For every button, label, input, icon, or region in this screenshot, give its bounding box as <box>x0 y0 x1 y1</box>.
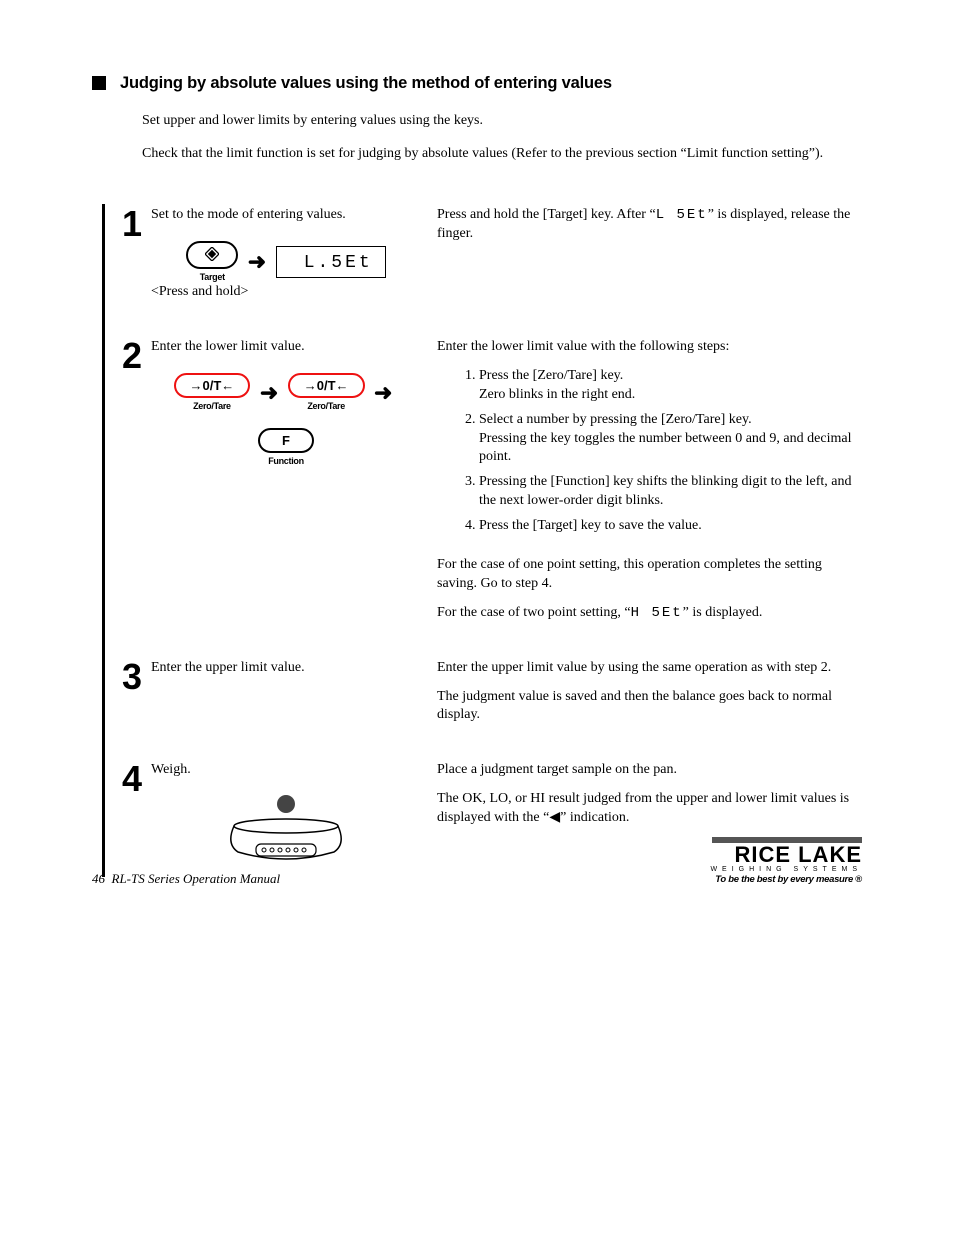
step-4-left-title: Weigh. <box>151 761 421 780</box>
step-1-figure: Target ➜ L.5Et <box>151 241 421 283</box>
step-4-right-2: The OK, LO, or HI result judged from the… <box>437 790 862 828</box>
lset-seg: L 5Et <box>656 207 708 223</box>
step-2-left: Enter the lower limit value. →0/T← Zero/… <box>151 338 431 467</box>
lcd-display: L.5Et <box>276 246 386 278</box>
step-4-right-2b: ” indication. <box>560 810 629 825</box>
step-3-right: Enter the upper limit value by using the… <box>431 659 862 736</box>
step-2-right-intro: Enter the lower limit value with the fol… <box>437 338 862 357</box>
zero-tare-label-1: Zero/Tare <box>193 400 231 412</box>
logo-name: RICE LAKE <box>710 845 862 865</box>
substep-1: Press the [Zero/Tare] key. Zero blinks i… <box>479 367 862 405</box>
step-4-right-1: Place a judgment target sample on the pa… <box>437 761 862 780</box>
hset-seg: H 5Et <box>631 605 683 621</box>
step-2: 2 Enter the lower limit value. →0/T← Zer… <box>105 336 862 633</box>
substep-3: Pressing the [Function] key shifts the b… <box>479 473 862 511</box>
zero-tare-button-2: →0/T← <box>288 373 365 398</box>
substep-1b: Zero blinks in the right end. <box>479 387 635 402</box>
step-2-left-title: Enter the lower limit value. <box>151 338 421 357</box>
target-icon <box>205 247 219 261</box>
intro-para-1: Set upper and lower limits by entering v… <box>142 112 862 131</box>
step-4-right-2a: The OK, LO, or HI result judged from the… <box>437 791 849 825</box>
substep-2a: Select a number by pressing the [Zero/Ta… <box>479 412 752 427</box>
press-hold-note: <Press and hold> <box>151 283 421 302</box>
footer-logo: RICE LAKE WEIGHING SYSTEMS To be the bes… <box>710 837 862 887</box>
step-2-figure: →0/T← Zero/Tare ➜ →0/T← Zero/Tare ➜ F Fu… <box>151 373 421 467</box>
logo-subtitle: WEIGHING SYSTEMS <box>710 865 862 874</box>
page-footer: 46 RL-TS Series Operation Manual RICE LA… <box>92 837 862 887</box>
step-3: 3 Enter the upper limit value. Enter the… <box>105 657 862 736</box>
step-1: 1 Set to the mode of entering values. Ta… <box>105 204 862 312</box>
substep-4: Press the [Target] key to save the value… <box>479 517 862 536</box>
step-1-left-title: Set to the mode of entering values. <box>151 206 421 225</box>
step-4-number: 4 <box>105 761 151 797</box>
step-2-after-2b: ” is displayed. <box>683 605 763 620</box>
step-2-after-1: For the case of one point setting, this … <box>437 556 862 594</box>
step-3-left: Enter the upper limit value. <box>151 659 431 688</box>
substep-2: Select a number by pressing the [Zero/Ta… <box>479 411 862 468</box>
arrow-icon: ➜ <box>254 378 284 408</box>
arrow-icon: ➜ <box>368 378 398 408</box>
steps-container: 1 Set to the mode of entering values. Ta… <box>102 204 862 877</box>
step-2-number: 2 <box>105 338 151 374</box>
intro-para-2: Check that the limit function is set for… <box>142 145 862 164</box>
step-1-right-text: Press and hold the [Target] key. After “… <box>437 206 862 244</box>
step-1-left: Set to the mode of entering values. Targ… <box>151 206 431 312</box>
target-label: Target <box>200 271 225 283</box>
step-4-right: Place a judgment target sample on the pa… <box>431 761 862 838</box>
triangle-indicator: ◀ <box>549 810 560 825</box>
step-1-number: 1 <box>105 206 151 242</box>
zero-tare-label-2: Zero/Tare <box>307 400 345 412</box>
logo-tagline: To be the best by every measure ® <box>710 874 862 887</box>
step-2-after-2a: For the case of two point setting, “ <box>437 605 631 620</box>
step-3-right-2: The judgment value is saved and then the… <box>437 688 862 726</box>
step-1-right-a: Press and hold the [Target] key. After “ <box>437 207 656 222</box>
section-heading: Judging by absolute values using the met… <box>92 72 862 94</box>
substep-1a: Press the [Zero/Tare] key. <box>479 368 623 383</box>
zero-tare-button-1: →0/T← <box>174 373 251 398</box>
heading-text: Judging by absolute values using the met… <box>120 72 612 94</box>
manual-title: RL-TS Series Operation Manual <box>112 871 281 886</box>
step-1-right: Press and hold the [Target] key. After “… <box>431 206 862 254</box>
page-number: 46 <box>92 871 105 886</box>
footer-left: 46 RL-TS Series Operation Manual <box>92 870 280 888</box>
step-2-after-2: For the case of two point setting, “H 5E… <box>437 604 862 623</box>
substep-2b: Pressing the key toggles the number betw… <box>479 431 851 465</box>
step-3-left-title: Enter the upper limit value. <box>151 659 421 678</box>
function-label: Function <box>268 455 304 467</box>
function-button: F <box>258 428 314 453</box>
heading-bullet <box>92 76 106 90</box>
target-button <box>186 241 238 269</box>
step-2-right: Enter the lower limit value with the fol… <box>431 338 862 633</box>
step-3-number: 3 <box>105 659 151 695</box>
step-3-right-1: Enter the upper limit value by using the… <box>437 659 862 678</box>
arrow-icon: ➜ <box>242 247 272 277</box>
step-2-substeps: Press the [Zero/Tare] key. Zero blinks i… <box>437 367 862 536</box>
